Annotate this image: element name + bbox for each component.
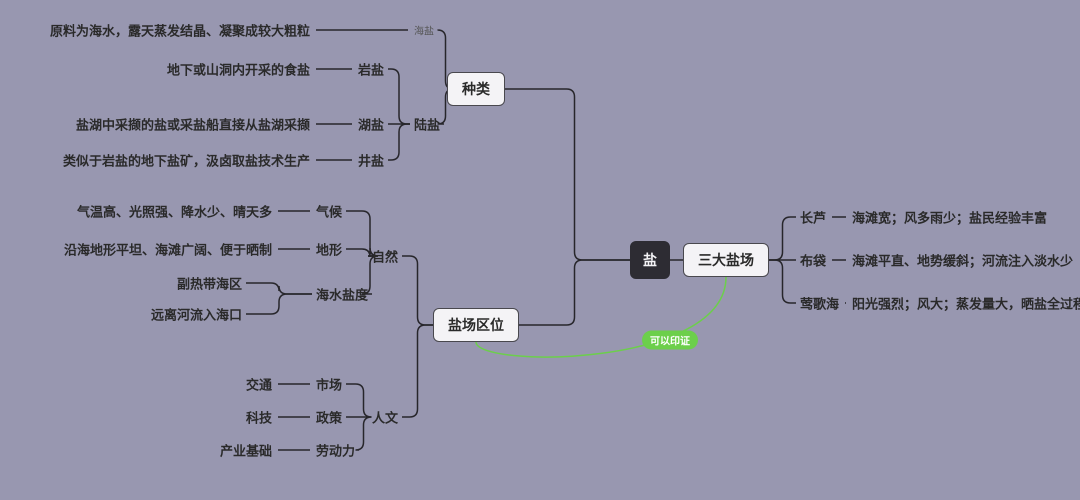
nat-climate: 气候	[316, 202, 342, 221]
desc-market: 交通	[246, 375, 272, 394]
desc-sea: 原料为海水，露天蒸发结晶、凝聚成较大粗粒	[50, 21, 310, 40]
branch-types: 种类	[447, 72, 505, 106]
types-land: 陆盐	[414, 115, 440, 134]
hum-market: 市场	[316, 375, 342, 394]
branch-fields: 三大盐场	[683, 243, 769, 277]
badge-verify: 可以印证	[642, 331, 698, 350]
nat-terrain: 地形	[316, 240, 342, 259]
types-rock: 岩盐	[358, 60, 384, 79]
types-lake: 湖盐	[358, 115, 384, 134]
branch-location: 盐场区位	[433, 308, 519, 342]
desc-climate: 气温高、光照强、降水少、晴天多	[77, 202, 272, 221]
field-1-desc: 海滩宽；风多雨少；盐民经验丰富	[852, 208, 1047, 227]
nat-salinity: 海水盐度	[316, 285, 368, 304]
sal-sub: 副热带海区	[177, 274, 242, 293]
types-sea: 海盐	[414, 23, 434, 38]
field-2: 布袋	[800, 251, 826, 270]
desc-terrain: 沿海地形平坦、海滩广阔、便于晒制	[64, 240, 272, 259]
hum-policy: 政策	[316, 408, 342, 427]
loc-human: 人文	[372, 408, 398, 427]
field-3: 莺歌海	[800, 294, 839, 313]
hum-labor: 劳动力	[316, 441, 355, 460]
desc-lake: 盐湖中采撷的盐或采盐船直接从盐湖采撷	[76, 115, 310, 134]
field-3-desc: 阳光强烈；风大；蒸发量大，晒盐全过程短	[852, 294, 1080, 313]
field-2-desc: 海滩平直、地势缓斜；河流注入淡水少	[852, 251, 1073, 270]
types-well: 井盐	[358, 151, 384, 170]
field-1: 长芦	[800, 208, 826, 227]
desc-well: 类似于岩盐的地下盐矿，汲卤取盐技术生产	[63, 151, 310, 170]
sal-river: 远离河流入海口	[151, 305, 242, 324]
desc-policy: 科技	[246, 408, 272, 427]
desc-labor: 产业基础	[220, 441, 272, 460]
root-node: 盐	[630, 241, 670, 279]
loc-nature: 自然	[372, 247, 398, 266]
desc-rock: 地下或山洞内开采的食盐	[167, 60, 310, 79]
